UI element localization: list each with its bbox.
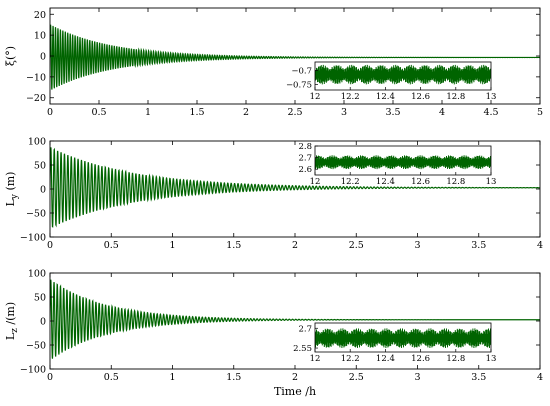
y-tick-label: −10 [26, 72, 46, 83]
x-tick-label: 4 [439, 107, 445, 118]
y-tick-label: 50 [34, 293, 46, 304]
y-axis-label: Ly (m) [4, 172, 20, 207]
inset-x-tick-label: 12.2 [341, 354, 360, 364]
inset-y-tick-label: 2.7 [298, 324, 312, 334]
y-tick-label: −100 [20, 365, 46, 376]
inset-y-tick-label: −0.75 [286, 80, 312, 90]
inset-x-tick-label: 12.2 [341, 177, 360, 187]
y-tick-label: −100 [20, 233, 46, 244]
x-tick-label: 0 [47, 372, 53, 383]
inset-series-line [315, 328, 491, 349]
inset-x-tick-label: 12.2 [341, 92, 360, 102]
inset-x-tick-label: 12 [310, 92, 321, 102]
inset-x-tick-label: 12 [310, 354, 321, 364]
x-tick-label: 3.5 [471, 240, 486, 251]
inset-x-tick-label: 12.8 [446, 177, 465, 187]
inset-x-tick-label: 13 [486, 92, 497, 102]
x-tick-label: 1.5 [226, 240, 241, 251]
x-tick-label: 0 [47, 107, 53, 118]
y-tick-label: −50 [26, 209, 46, 220]
x-tick-label: 1 [169, 240, 175, 251]
series-line [50, 24, 540, 90]
inset-x-tick-label: 12.4 [376, 354, 395, 364]
inset-x-tick-label: 12.8 [446, 92, 465, 102]
x-tick-label: 2 [243, 107, 249, 118]
x-tick-label: 2 [292, 240, 298, 251]
inset-plot: 12 12.2 12.4 12.6 12.8 13 2.8 2.72.6 [298, 142, 496, 187]
y-tick-label: 100 [28, 269, 46, 280]
inset-frame [314, 61, 492, 91]
x-tick-label: 2.5 [349, 372, 364, 383]
y-tick-label: −20 [26, 93, 46, 104]
inset-x-tick-label: 13 [486, 354, 497, 364]
inset-x-tick-label: 12.4 [376, 177, 395, 187]
x-tick-label: 3.5 [385, 107, 400, 118]
inset-x-tick-label: 12.4 [376, 92, 395, 102]
subplot-3: 0 0.5 1 1.5 2 2.5 3 3.5 4 100 50 0 −50 −100 Lz /(m) Tim… [4, 269, 543, 399]
inset-plot: 12 12.2 12.4 12.6 12.8 13 2.7 2.55 [293, 322, 497, 364]
x-tick-label: 4.5 [483, 107, 498, 118]
inset-series-line [315, 64, 491, 85]
series-line [50, 147, 540, 228]
inset-y-tick-label: −0.7 [291, 66, 312, 76]
x-tick-label: 1 [145, 107, 151, 118]
x-tick-label: 2 [292, 372, 298, 383]
y-axis-label: ξ(°) [4, 46, 17, 66]
inset-frame [314, 145, 492, 176]
inset-y-tick-label: 2.6 [298, 165, 312, 175]
x-tick-label: 3.5 [471, 372, 486, 383]
inset-x-tick-label: 13 [486, 177, 497, 187]
x-tick-label: 5 [537, 107, 543, 118]
x-tick-label: 3 [414, 240, 420, 251]
x-tick-label: 1.5 [189, 107, 204, 118]
inset-y-tick-label: 2.8 [298, 142, 312, 152]
x-tick-label: 2.5 [287, 107, 302, 118]
x-tick-label: 1 [169, 372, 175, 383]
y-tick-label: 0 [40, 185, 46, 196]
x-tick-label: 2.5 [349, 240, 364, 251]
inset-x-tick-label: 12.6 [411, 177, 430, 187]
x-tick-label: 0.5 [104, 372, 119, 383]
inset-frame [314, 322, 492, 353]
x-tick-label: 0.5 [91, 107, 106, 118]
x-tick-label: 0.5 [104, 240, 119, 251]
inset-x-tick-label: 12.6 [411, 92, 430, 102]
x-tick-label: 3 [414, 372, 420, 383]
inset-series-line [315, 155, 491, 170]
inset-y-tick-label: 2.7 [298, 154, 312, 164]
x-tick-label: 0 [47, 240, 53, 251]
y-tick-label: 20 [34, 10, 46, 21]
x-tick-label: 4 [537, 372, 543, 383]
y-axis-label: Lz /(m) [4, 302, 20, 340]
y-tick-label: 10 [34, 31, 46, 42]
series-line [50, 279, 540, 359]
y-tick-label: −50 [26, 341, 46, 352]
y-tick-label: 100 [28, 137, 46, 148]
x-tick-label: 1.5 [226, 372, 241, 383]
inset-x-tick-label: 12.6 [411, 354, 430, 364]
y-tick-label: 0 [40, 52, 46, 63]
y-tick-label: 0 [40, 317, 46, 328]
inset-plot: 12 12.2 12.4 12.6 12.8 13 −0.7 −0.75 [286, 61, 497, 102]
inset-x-tick-label: 12 [310, 177, 321, 187]
inset-x-tick-label: 12.8 [446, 354, 465, 364]
x-tick-label: 3 [341, 107, 347, 118]
y-tick-label: 50 [34, 161, 46, 172]
inset-y-tick-label: 2.55 [293, 344, 312, 354]
x-axis-label: Time /h [274, 385, 316, 398]
x-tick-label: 4 [537, 240, 543, 251]
